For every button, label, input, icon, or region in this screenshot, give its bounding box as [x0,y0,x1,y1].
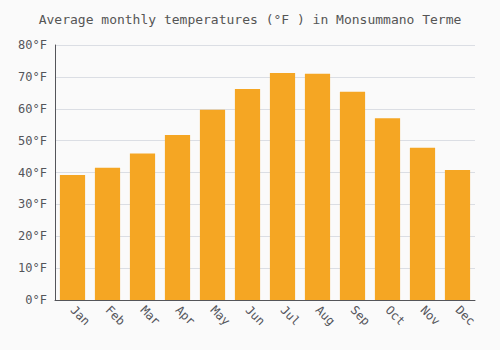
svg-text:Jun: Jun [243,303,268,328]
svg-text:50°F: 50°F [18,134,47,148]
svg-text:70°F: 70°F [18,70,47,84]
svg-text:30°F: 30°F [18,197,47,211]
svg-text:May: May [208,303,233,328]
svg-text:20°F: 20°F [18,229,47,243]
svg-text:Jan: Jan [68,303,93,328]
svg-text:80°F: 80°F [18,38,47,52]
svg-text:Jul: Jul [278,303,303,328]
svg-text:10°F: 10°F [18,261,47,275]
svg-text:Mar: Mar [138,303,163,328]
svg-text:0°F: 0°F [25,293,47,307]
svg-text:Sep: Sep [348,303,373,328]
svg-text:Feb: Feb [103,303,128,328]
svg-text:Nov: Nov [418,303,443,328]
svg-text:Apr: Apr [173,303,198,328]
svg-text:60°F: 60°F [18,102,47,116]
svg-text:40°F: 40°F [18,166,47,180]
svg-text:Dec: Dec [453,303,478,328]
svg-text:Average monthly temperatures (: Average monthly temperatures (°F ) in Mo… [39,12,462,27]
svg-text:Aug: Aug [313,303,338,328]
svg-text:Oct: Oct [383,303,408,328]
